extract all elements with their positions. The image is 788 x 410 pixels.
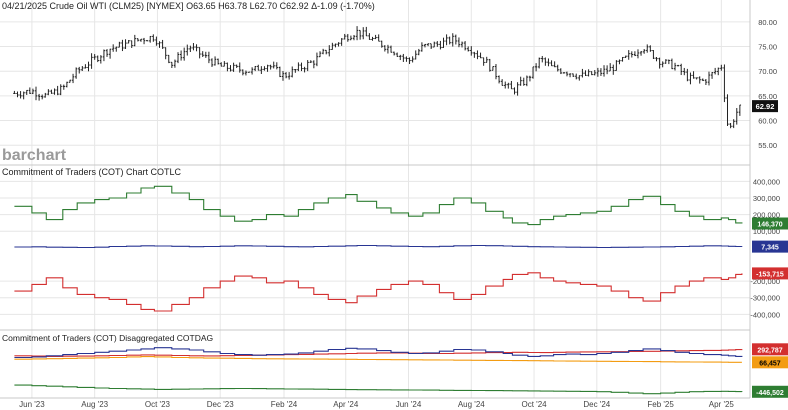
cotlc-lines [14,185,743,312]
cotdag-commercials-value: 292,787 [757,347,782,354]
cotdag-large-specs-line [14,384,743,395]
x-tick-label: Jun '24 [396,400,422,409]
cotdag-lines [14,347,743,395]
cotlc-large-specs-value: 146,370 [757,222,782,229]
x-tick-label: Aug '23 [81,400,108,409]
x-tick-label: Dec '24 [583,400,610,409]
cotlc-y-tick: -400,000 [750,310,780,319]
price-y-tick: 65.00 [758,92,777,101]
cotlc-y-tick: 400,000 [753,177,780,186]
cotlc-y-tick: 200,000 [753,211,780,220]
last-price-value: 62.92 [756,102,775,111]
price-candles [13,26,742,129]
cotdag-large-specs-value: -446,502 [756,390,784,397]
value-badges: 62.92 146,370 7,345 -153,715 292,787 66,457 -4… [752,100,788,398]
cotlc-large-specs-badge [752,217,788,230]
x-tick-label: Jun '23 [19,400,45,409]
x-tick-label: Feb '24 [271,400,298,409]
x-tick-label: Oct '24 [522,400,548,409]
cotdag-small-specs-line [14,347,743,359]
cotlc-y-tick: 300,000 [753,194,780,203]
x-tick-label: Apr '25 [709,400,735,409]
cotlc-y-tick: -300,000 [750,294,780,303]
cotdag-swap-value: 66,457 [759,360,781,367]
x-tick-label: Aug '24 [458,400,485,409]
cotlc-small-specs-badge [752,240,788,253]
axis-labels: Jun '23 Aug '23 Oct '23 Dec '23 Feb '24 Apr '… [19,18,780,409]
cotlc-commercials-value: -153,715 [756,271,784,278]
price-y-tick: 60.00 [758,117,777,126]
barchart-watermark: barchart [2,147,67,164]
cotdag-large-specs-badge [752,385,788,398]
price-y-tick: 55.00 [758,141,777,150]
price-y-tick: 70.00 [758,67,777,76]
cotlc-title: Commitment of Traders (COT) Chart COTLC [2,167,182,177]
cotdag-title: Commitment of Traders (COT) Disaggregate… [2,333,213,343]
panel-borders [0,0,751,399]
price-y-tick: 75.00 [758,43,777,52]
last-price-badge [752,100,778,113]
cotlc-commercials-line [14,272,743,312]
cotdag-commercials-badge [752,343,788,356]
x-tick-label: Apr '24 [333,400,359,409]
cotlc-y-tick: -200,000 [750,277,780,286]
cotlc-commercials-badge [752,267,788,280]
cotlc-y-tick: 100,000 [753,227,780,236]
price-y-tick: 80.00 [758,18,777,27]
price-title: 04/21/2025 Crude Oil WTI (CLM25) [NYMEX]… [2,1,375,11]
x-tick-label: Feb '25 [647,400,674,409]
cotlc-large-specs-line [14,185,743,226]
cotlc-small-specs-value: 7,345 [761,245,779,252]
x-tick-label: Dec '23 [207,400,234,409]
cotlc-small-specs-line [14,244,743,249]
cotdag-swap-badge [752,356,788,369]
cotdag-swap-line [14,356,742,363]
x-tick-label: Oct '23 [145,400,171,409]
